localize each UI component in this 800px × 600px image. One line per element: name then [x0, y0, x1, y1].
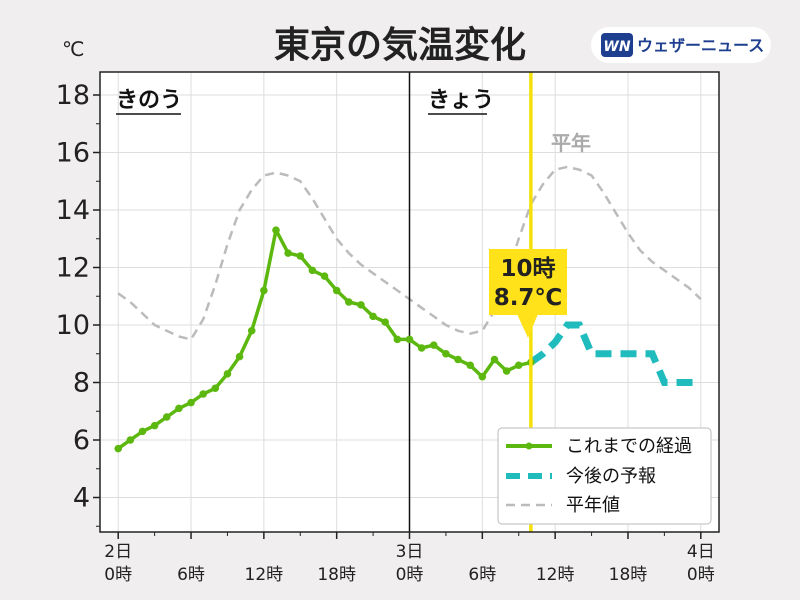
normal-label: 平年 [551, 131, 591, 155]
observed-point [260, 286, 268, 295]
observed-point [199, 390, 207, 398]
observed-point [235, 352, 244, 361]
y-tick-label: 14 [56, 195, 90, 226]
x-tick-label: 18時 [609, 565, 648, 585]
observed-point [320, 272, 329, 280]
callout-time: 10時 [500, 256, 555, 282]
current-temp-callout: 10時 8.7℃ [489, 249, 567, 338]
legend-observed-marker [525, 442, 533, 450]
observed-point [417, 344, 426, 352]
x-tick-label: 0時 [396, 565, 424, 585]
y-axis-ticks: 4 6 8 10 12 14 16 18 [56, 80, 100, 527]
x-axis-ticks: 2日 0時 6時 12時 18時 3日 0時 6時 12時 18時 4日 0時 [104, 532, 715, 585]
observed-point [454, 355, 462, 364]
legend: これまでの経過 今後の予報 平年値 [497, 427, 712, 525]
x-tick-label: 6時 [177, 565, 205, 585]
x-tick-label: 12時 [245, 565, 284, 585]
observed-point [442, 349, 450, 358]
x-tick-label: 12時 [536, 565, 575, 585]
chart-title: 東京の気温変化 [274, 24, 526, 66]
observed-point [308, 266, 317, 275]
y-tick-label: 8 [73, 368, 90, 399]
observed-point [138, 427, 147, 436]
observed-point [357, 301, 365, 309]
callout-temp: 8.7℃ [494, 285, 563, 311]
forecast-line [528, 321, 701, 386]
observed-point [502, 367, 511, 375]
observed-point [332, 286, 341, 295]
logo-text: ウェザーニュース [637, 36, 764, 55]
legend-box [497, 427, 712, 525]
x-tick-label: 0時 [687, 565, 715, 585]
observed-point [150, 421, 159, 430]
observed-point [272, 226, 280, 234]
observed-point [114, 444, 123, 453]
observed-point [393, 335, 402, 344]
observed-series [114, 226, 535, 453]
y-tick-label: 6 [73, 425, 90, 456]
observed-point [490, 355, 499, 364]
y-tick-label: 4 [73, 483, 90, 514]
callout-pointer [517, 314, 538, 338]
y-tick-label: 12 [56, 253, 90, 284]
observed-point [345, 298, 353, 306]
observed-point [175, 404, 183, 413]
x-tick-label: 4日 [687, 542, 715, 562]
observed-point [247, 326, 256, 335]
y-axis-unit: ℃ [62, 37, 84, 61]
observed-point [223, 370, 232, 378]
x-tick-label: 18時 [317, 565, 356, 585]
y-tick-label: 16 [56, 138, 90, 169]
observed-point [405, 335, 414, 344]
logo-mark: WN [603, 39, 630, 55]
observed-point [381, 318, 390, 326]
forecast-series [528, 321, 701, 386]
logo-mark-bg [601, 33, 633, 57]
x-tick-label: 2日 [104, 542, 132, 562]
logo-badge [591, 27, 771, 63]
observed-point [126, 436, 135, 444]
y-tick-label: 18 [56, 80, 90, 111]
observed-point [284, 249, 292, 257]
observed-point [429, 341, 438, 349]
x-tick-label: 3日 [396, 542, 424, 562]
legend-forecast-label: 今後の予報 [566, 466, 656, 487]
x-tick-label: 6時 [468, 565, 496, 585]
legend-normal-label: 平年値 [566, 495, 620, 516]
y-tick-label: 10 [56, 310, 90, 341]
observed-point [162, 413, 171, 421]
observed-point [187, 398, 195, 407]
observed-point [296, 252, 305, 260]
weathernews-logo: WN ウェザーニュース [591, 27, 771, 63]
observed-point [466, 361, 474, 370]
observed-point [514, 361, 523, 370]
observed-point [369, 312, 377, 321]
day-label-today: きょう [428, 88, 494, 113]
x-tick-label: 0時 [104, 565, 132, 585]
observed-point [478, 372, 487, 381]
observed-point [211, 384, 220, 393]
legend-observed-label: これまでの経過 [566, 436, 692, 457]
day-label-yesterday: きのう [116, 88, 182, 113]
callout-box [489, 249, 567, 315]
